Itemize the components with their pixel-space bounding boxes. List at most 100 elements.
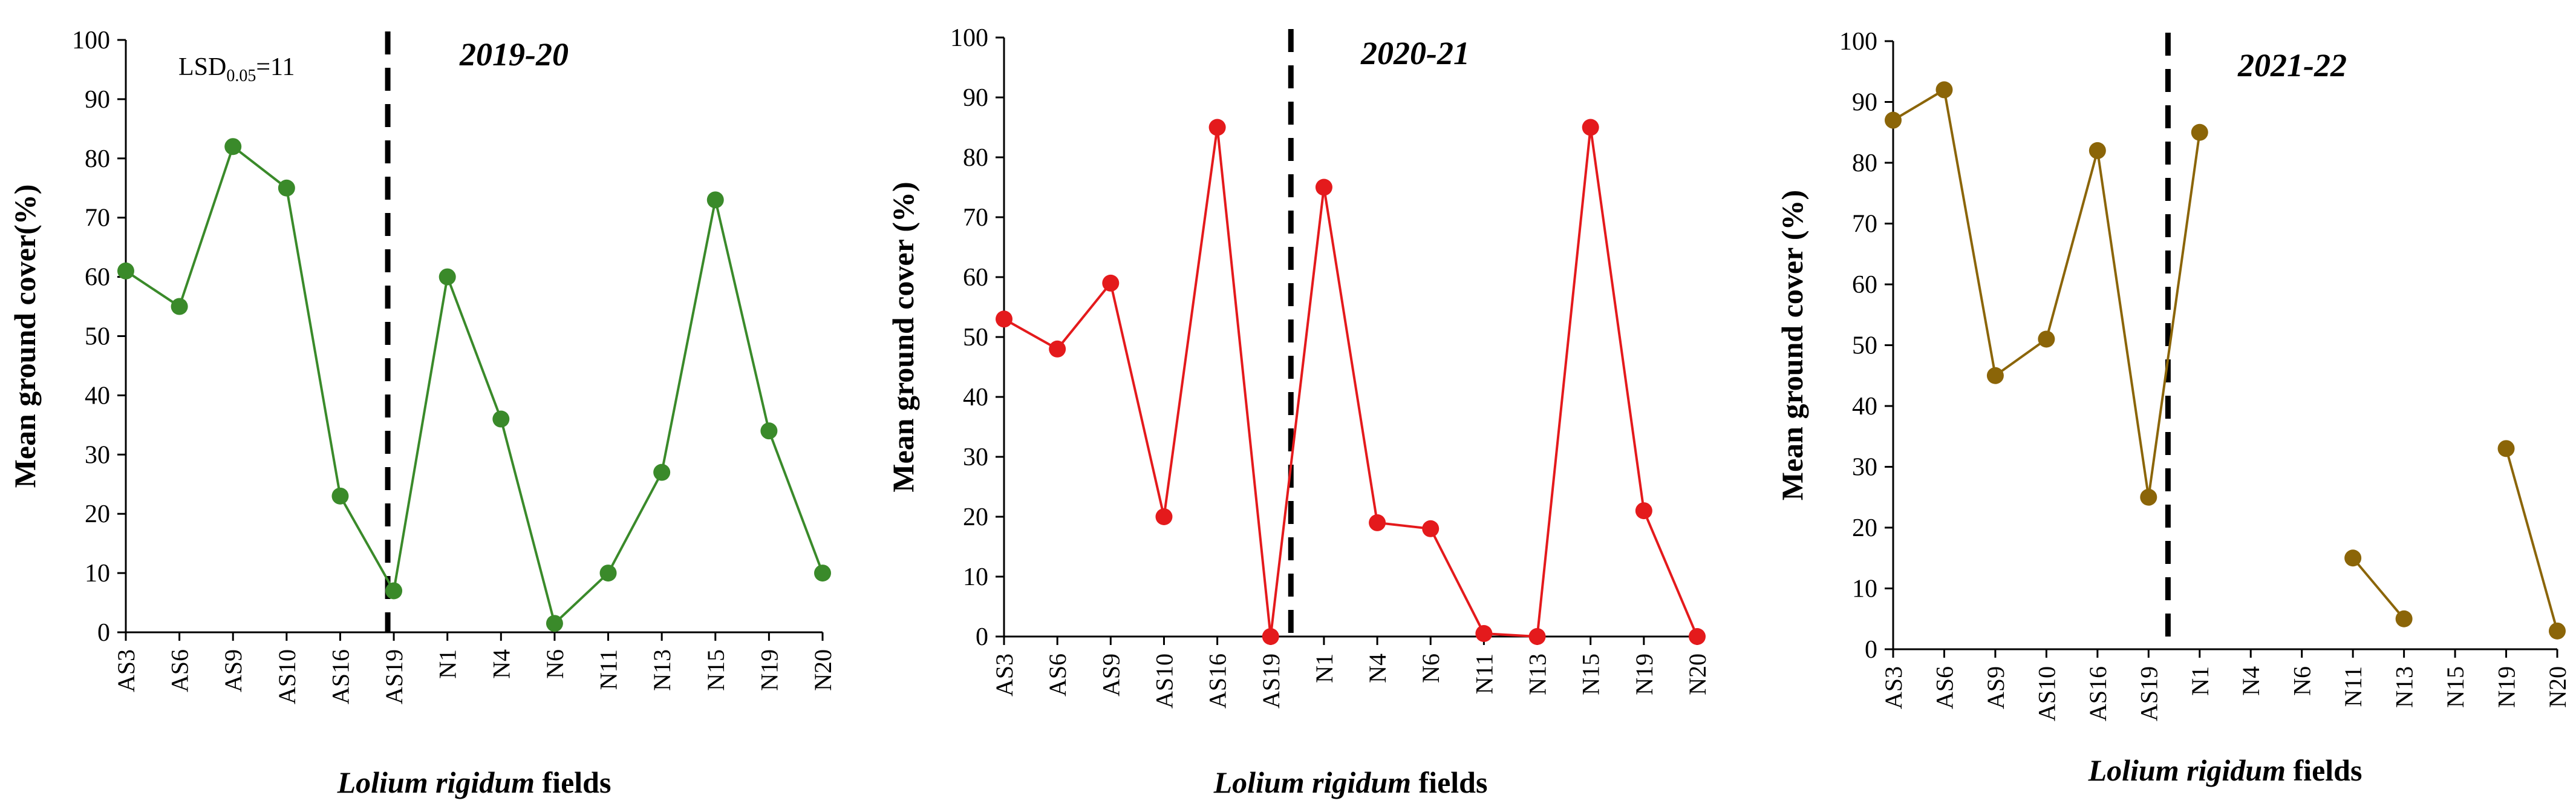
x-tick-label: N20 xyxy=(2544,666,2571,708)
y-tick-label: 10 xyxy=(963,563,988,591)
x-tick-label: N4 xyxy=(487,649,515,679)
x-tick-label: AS9 xyxy=(220,649,247,692)
x-tick-label: AS3 xyxy=(991,653,1018,696)
y-tick-label: 90 xyxy=(963,84,988,112)
data-point xyxy=(1155,508,1173,525)
x-tick-label: AS9 xyxy=(1982,666,2009,709)
data-point xyxy=(760,422,778,440)
data-point xyxy=(117,262,134,280)
x-tick-label: AS3 xyxy=(1880,666,1907,709)
series-segment xyxy=(2147,132,2201,498)
x-tick-label: N1 xyxy=(434,649,461,679)
x-tick-label: N13 xyxy=(1524,653,1551,695)
y-tick-label: 0 xyxy=(97,619,110,647)
series-segment xyxy=(125,270,180,308)
y-tick-label: 30 xyxy=(85,441,110,469)
x-tick-label: AS10 xyxy=(2033,666,2060,721)
data-point xyxy=(2191,123,2208,141)
season-title: 2020-21 xyxy=(1360,35,1470,71)
series-segment xyxy=(607,471,663,574)
x-tick-label: N13 xyxy=(648,649,676,691)
y-tick-label: 10 xyxy=(85,560,110,588)
data-point xyxy=(492,410,510,428)
y-tick-label: 50 xyxy=(963,324,988,352)
data-point xyxy=(1315,178,1332,196)
y-tick-label: 40 xyxy=(85,382,110,410)
y-tick-label: 100 xyxy=(72,27,110,54)
y-tick-label: 80 xyxy=(85,145,110,173)
y-tick-label: 70 xyxy=(85,205,110,232)
x-tick-label: N19 xyxy=(755,649,783,691)
x-tick-label: N20 xyxy=(809,649,836,691)
y-tick-label: 50 xyxy=(85,323,110,351)
data-point xyxy=(1102,274,1120,292)
y-tick-label: 60 xyxy=(963,264,988,292)
series-segment xyxy=(1536,127,1592,637)
series-segment xyxy=(1269,187,1325,637)
x-tick-label: N19 xyxy=(1631,653,1658,695)
x-tick-label: AS16 xyxy=(327,649,354,704)
series-segment xyxy=(2505,448,2558,632)
panel-2021-22: 0 10 20 30 40 50 60 70 80 90 100 AS3 AS6 AS9 AS10 AS16 A… xyxy=(1775,28,2571,787)
data-point xyxy=(331,487,349,505)
data-point xyxy=(1635,502,1652,520)
data-point xyxy=(1422,520,1440,537)
x-tick-label: N1 xyxy=(1311,653,1338,683)
y-tick-label: 100 xyxy=(950,24,988,52)
y-tick-label: 60 xyxy=(1852,271,1877,299)
x-tick-label: AS16 xyxy=(2084,666,2111,721)
series-segment xyxy=(1216,127,1272,637)
x-tick-label: N1 xyxy=(2186,666,2214,696)
series-segment xyxy=(1322,187,1379,523)
y-tick-label: 0 xyxy=(976,623,988,651)
series-segment xyxy=(714,199,771,431)
x-tick-label: N13 xyxy=(2391,666,2418,708)
y-tick-label: 60 xyxy=(85,264,110,292)
series-segment xyxy=(1429,528,1485,634)
x-tick-label: N6 xyxy=(1417,653,1444,683)
data-point xyxy=(1582,119,1599,136)
series-segment xyxy=(285,188,342,497)
x-tick-label: N6 xyxy=(2289,666,2316,696)
y-tick-label: 40 xyxy=(963,384,988,411)
series-segment xyxy=(553,572,609,624)
y-tick-label: 40 xyxy=(1852,393,1877,421)
series-segment xyxy=(2045,150,2099,339)
x-tick-label: AS3 xyxy=(112,649,140,692)
x-tick-label: AS6 xyxy=(166,649,194,692)
x-axis-title: Lolium rigidum fields xyxy=(337,765,611,799)
x-tick-label: N4 xyxy=(2237,666,2265,696)
x-axis-title: Lolium rigidum fields xyxy=(1213,765,1488,799)
data-point xyxy=(2038,330,2055,348)
data-point xyxy=(439,268,456,286)
y-tick-label: 20 xyxy=(963,503,988,531)
data-point xyxy=(224,138,242,156)
data-point xyxy=(706,191,724,209)
y-tick-label: 70 xyxy=(963,204,988,232)
x-tick-label: AS9 xyxy=(1097,653,1124,696)
data-point xyxy=(2395,610,2413,627)
data-point xyxy=(2549,622,2566,640)
data-point xyxy=(1369,514,1386,531)
y-tick-label: 100 xyxy=(1839,28,1877,56)
x-tick-label: AS16 xyxy=(1204,653,1231,709)
x-tick-label: N4 xyxy=(1364,653,1391,683)
panel-2020-21: 0 10 20 30 40 50 60 70 80 90 100 AS3 AS6 AS9 AS10 AS16 A… xyxy=(886,24,1711,799)
data-point xyxy=(1986,367,2004,384)
x-tick-label: AS19 xyxy=(380,649,408,704)
y-tick-label: 90 xyxy=(85,86,110,114)
series-segment xyxy=(1109,283,1166,517)
series-segment xyxy=(660,199,717,473)
series-segment xyxy=(232,145,288,189)
y-tick-label: 80 xyxy=(1852,149,1877,177)
y-axis-title: Mean ground cover (%) xyxy=(886,182,920,492)
y-tick-label: 90 xyxy=(1852,89,1877,117)
series-segment xyxy=(446,276,503,420)
series-segment xyxy=(1003,318,1058,350)
series-segment xyxy=(1643,510,1698,637)
data-point xyxy=(1208,119,1226,136)
y-tick-label: 30 xyxy=(963,444,988,471)
x-tick-label: N15 xyxy=(1577,653,1605,695)
y-tick-label: 0 xyxy=(1865,636,1877,664)
